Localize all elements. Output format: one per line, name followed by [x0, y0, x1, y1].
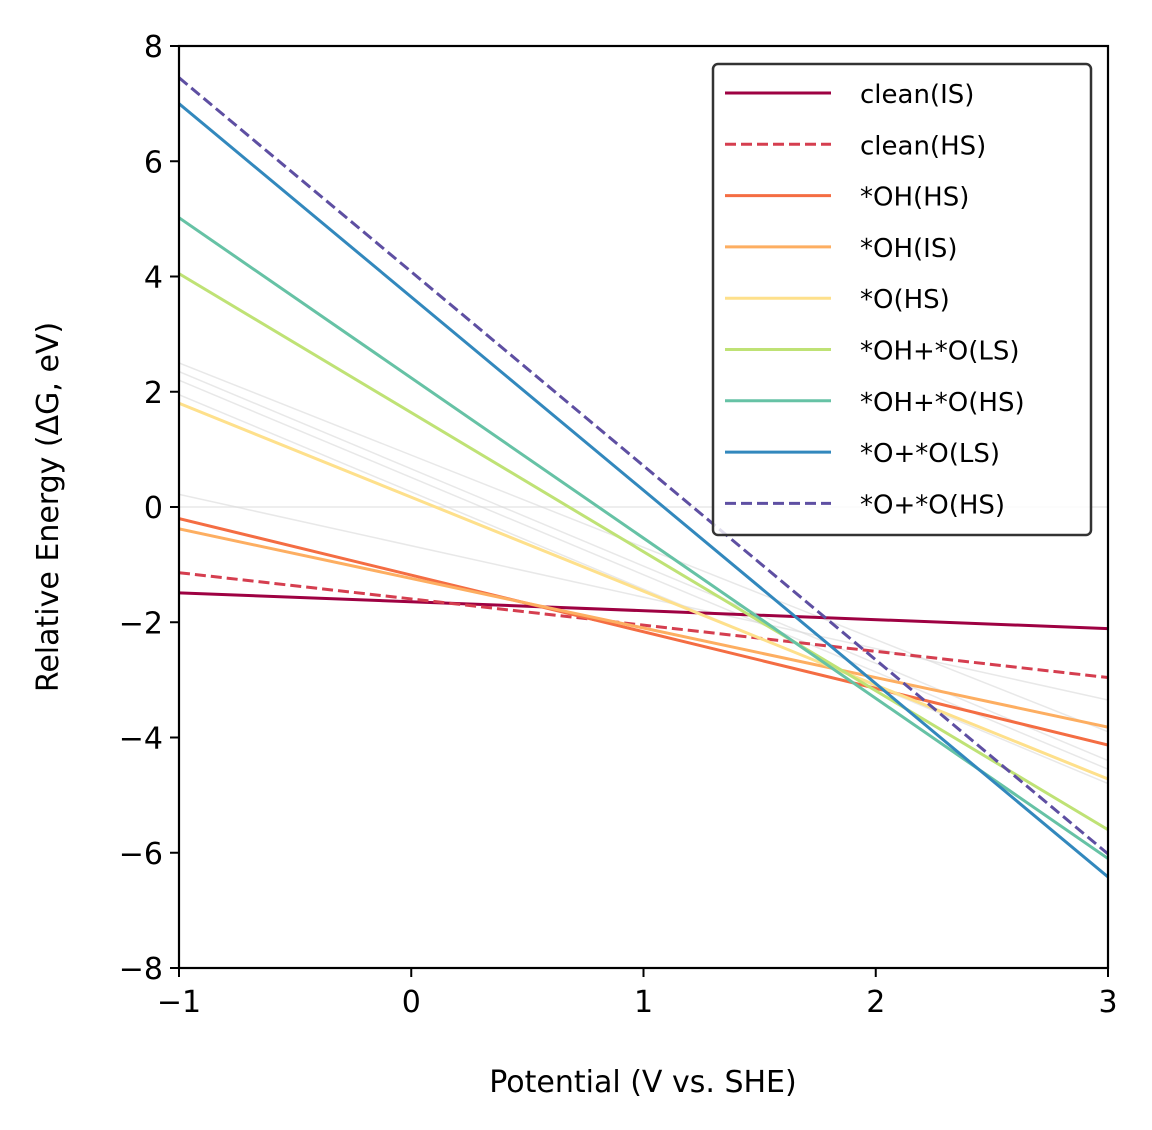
- y-tick-label: −2: [119, 606, 163, 641]
- y-axis: −8 −6 −4 −2 0 2 4 6 8: [119, 30, 179, 987]
- legend-label-clean-hs: clean(HS): [860, 131, 986, 161]
- x-axis-label: Potential (V vs. SHE): [489, 1065, 796, 1100]
- series-line-oh-o-hs: [179, 216, 1108, 860]
- legend-label-oh-o-hs: *OH+*O(HS): [860, 388, 1025, 418]
- y-tick-label: −8: [119, 952, 163, 987]
- series-line-oh-is: [179, 527, 1108, 729]
- y-axis-label: Relative Energy (ΔG, eV): [31, 322, 66, 692]
- legend-label-oh-hs: *OH(HS): [860, 183, 969, 213]
- background-line-1: [179, 362, 1108, 733]
- legend-label-oh-is: *OH(IS): [860, 234, 957, 264]
- y-tick-label: −6: [119, 837, 163, 872]
- series-line-o-hs: [179, 401, 1108, 781]
- legend-box: [711, 62, 1093, 537]
- x-axis: −1 0 1 2 3: [157, 968, 1118, 1020]
- legend-label-oh-o-ls: *OH+*O(LS): [860, 337, 1020, 367]
- series-line-clean-hs: [179, 571, 1108, 680]
- x-tick-label: 3: [1098, 985, 1117, 1020]
- y-tick-label: 8: [144, 30, 163, 65]
- background-line-5: [179, 493, 1108, 701]
- series-line-oh-o-ls: [179, 272, 1108, 831]
- legend-label-o-o-hs: *O+*O(HS): [860, 490, 1005, 520]
- x-tick-label: 0: [402, 985, 421, 1020]
- legend-label-clean-is: clean(IS): [860, 80, 974, 110]
- series-line-oh-hs: [179, 517, 1108, 747]
- series-lines: [179, 76, 1108, 879]
- y-tick-label: 6: [144, 145, 163, 180]
- y-tick-label: 4: [144, 261, 163, 296]
- series-line-o-o-hs: [179, 76, 1108, 856]
- legend-label-o-hs: *O(HS): [860, 285, 950, 315]
- background-line-2: [179, 370, 1108, 762]
- series-line-o-o-ls: [179, 102, 1108, 879]
- legend: clean(IS) clean(HS) *OH(HS) *OH(IS) *O(HS) *O…: [711, 62, 1093, 537]
- series-line-clean-is: [179, 591, 1108, 631]
- x-tick-label: 1: [634, 985, 653, 1020]
- y-tick-label: 0: [144, 491, 163, 526]
- y-tick-label: 2: [144, 376, 163, 411]
- background-line-3: [179, 379, 1108, 770]
- x-tick-label: −1: [157, 985, 201, 1020]
- y-tick-label: −4: [119, 722, 163, 757]
- background-line-4: [179, 393, 1108, 785]
- x-tick-label: 2: [866, 985, 885, 1020]
- legend-label-o-o-ls: *O+*O(LS): [860, 439, 1000, 469]
